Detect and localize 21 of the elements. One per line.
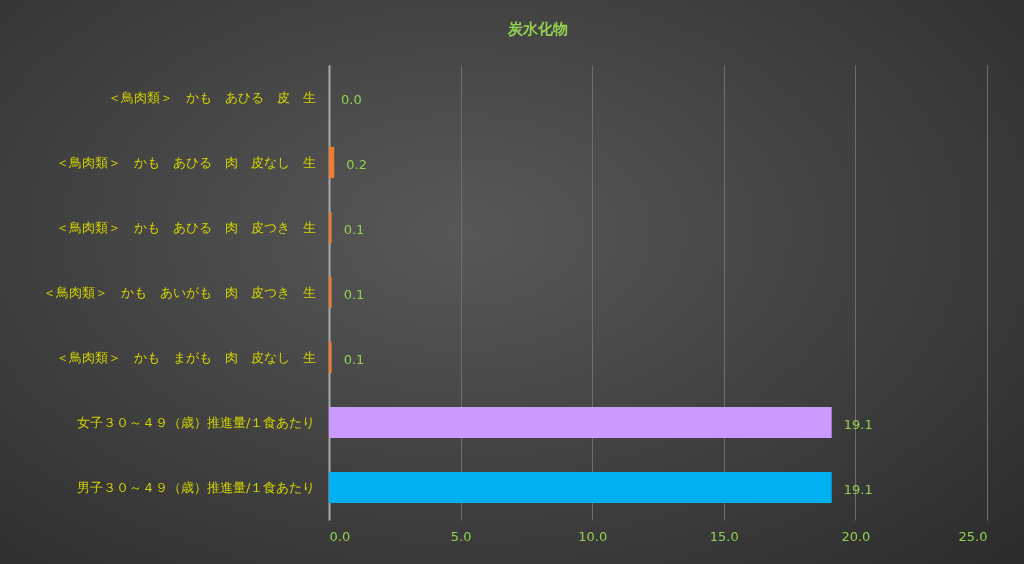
x-tick-label: 0.0 [329, 528, 351, 544]
x-tick-label: 20.0 [841, 528, 871, 544]
y-tick-label: ＜鳥肉類＞ かも あひる 肉 皮なし 生 [55, 154, 316, 170]
y-tick-label: 男子３０～４９（歳）推進量/１食あたり [77, 479, 316, 495]
y-tick-label: ＜鳥肉類＞ かも あひる 皮 生 [107, 89, 316, 105]
data-label: 0.1 [343, 286, 365, 302]
x-tick-label: 10.0 [578, 528, 608, 544]
chart-title: 炭水化物 [507, 20, 568, 38]
y-tick-label: 女子３０～４９（歳）推進量/１食あたり [77, 414, 316, 430]
x-tick-label: 5.0 [450, 528, 472, 544]
y-tick-label: ＜鳥肉類＞ かも あいがも 肉 皮つき 生 [42, 284, 316, 300]
data-label: 19.1 [843, 416, 873, 432]
x-tick-label: 25.0 [958, 528, 988, 544]
data-label: 0.0 [341, 91, 362, 107]
y-tick-label: ＜鳥肉類＞ かも あひる 肉 皮つき 生 [55, 219, 316, 235]
data-label: 0.1 [343, 351, 365, 367]
data-label: 0.1 [343, 221, 365, 237]
x-tick-label: 15.0 [709, 528, 739, 544]
data-label: 0.2 [346, 156, 367, 172]
data-label: 19.1 [843, 481, 873, 497]
y-tick-label: ＜鳥肉類＞ かも まがも 肉 皮なし 生 [55, 349, 316, 365]
